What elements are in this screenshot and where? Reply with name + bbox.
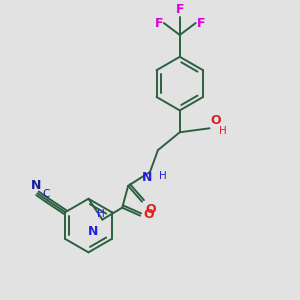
Text: O: O	[145, 203, 156, 216]
Text: F: F	[176, 3, 184, 16]
Text: N: N	[88, 225, 98, 238]
Text: N: N	[31, 179, 42, 192]
Text: F: F	[197, 16, 205, 30]
Text: O: O	[211, 114, 221, 127]
Text: O: O	[143, 208, 154, 221]
Text: H: H	[97, 208, 104, 219]
Text: C: C	[43, 189, 50, 199]
Text: F: F	[154, 16, 163, 30]
Text: H: H	[159, 171, 167, 181]
Text: N: N	[142, 171, 152, 184]
Text: H: H	[219, 126, 227, 136]
